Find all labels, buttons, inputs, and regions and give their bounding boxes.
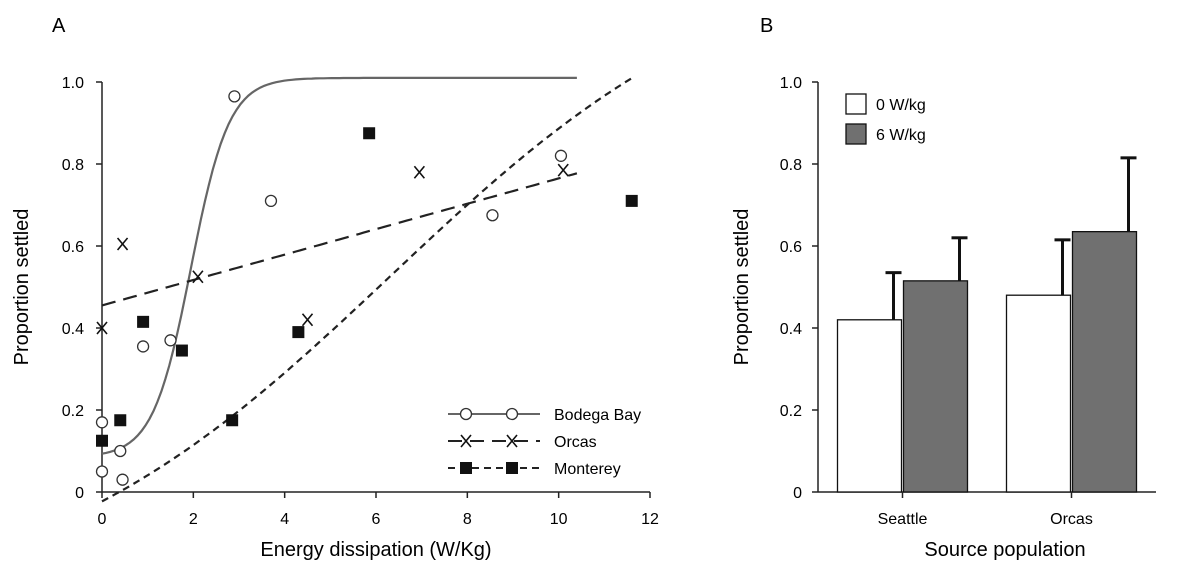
y-tick-label: 0.2 bbox=[62, 403, 84, 420]
fit-line-bodega-bay bbox=[101, 76, 577, 455]
data-point-orcas bbox=[192, 270, 204, 284]
legend-marker-stroke bbox=[506, 434, 518, 448]
legend-marker bbox=[460, 462, 472, 474]
data-point-bodega-bay bbox=[164, 334, 177, 347]
legend-label: Monterey bbox=[554, 461, 621, 478]
legend-swatch bbox=[845, 93, 867, 115]
panel-b-legend: 0 W/kg 6 W/kg bbox=[845, 93, 926, 145]
data-point-monterey bbox=[292, 326, 305, 339]
data-point-bodega-bay bbox=[95, 465, 109, 478]
data-point-orcas bbox=[96, 321, 108, 335]
x-tick-label: 0 bbox=[98, 511, 107, 528]
legend-marker bbox=[506, 462, 518, 474]
data-point-bodega-bay bbox=[116, 473, 129, 486]
data-point-bodega-bay bbox=[136, 340, 150, 353]
y-tick-label: 0.8 bbox=[780, 157, 802, 174]
fit-line-orcas bbox=[101, 172, 578, 307]
panel-b-x-axis-label: Source population bbox=[924, 539, 1085, 561]
legend-marker bbox=[506, 434, 518, 448]
data-point-bodega-bay bbox=[554, 149, 568, 162]
data-point-orcas-stroke bbox=[192, 270, 204, 284]
data-point-monterey bbox=[226, 414, 239, 427]
data-point-bodega-bay bbox=[486, 209, 499, 222]
x-tick-label: 6 bbox=[372, 511, 381, 528]
legend-marker-stroke bbox=[460, 434, 472, 448]
bar bbox=[836, 319, 903, 493]
y-tick-label: 0.6 bbox=[780, 239, 802, 256]
data-point-monterey bbox=[175, 344, 188, 357]
y-tick-label: 0 bbox=[793, 485, 802, 502]
y-tick-label: 1.0 bbox=[780, 75, 802, 92]
x-tick-label: 10 bbox=[550, 511, 568, 528]
legend-label: Orcas bbox=[554, 434, 597, 451]
y-tick-label: 0.6 bbox=[62, 239, 84, 256]
legend-label: 6 W/kg bbox=[876, 127, 926, 144]
legend-marker bbox=[460, 434, 472, 448]
data-point-orcas-stroke bbox=[96, 321, 108, 335]
data-point-monterey bbox=[114, 414, 127, 427]
x-tick-label: Seattle bbox=[878, 511, 928, 528]
panel-a: A 0 2 4 6 8 10 12 0 0.2 0.4 0.6 0.8 1.0 Energy dissi… bbox=[11, 15, 659, 561]
x-tick-label: 8 bbox=[463, 511, 472, 528]
data-point-bodega-bay bbox=[228, 90, 241, 103]
y-tick-label: 0.8 bbox=[62, 157, 84, 174]
panel-b: B 0 0.2 0.4 0.6 0.8 1.0 Seattle Orcas Source p… bbox=[731, 15, 1156, 561]
data-point-orcas bbox=[413, 165, 425, 179]
panel-a-legend: Bodega Bay Orcas Monterey bbox=[448, 407, 641, 478]
bar bbox=[1005, 294, 1072, 493]
legend-label: Bodega Bay bbox=[554, 407, 641, 424]
y-tick-label: 0.4 bbox=[780, 321, 802, 338]
panel-b-y-axis-label: Proportion settled bbox=[731, 209, 753, 366]
legend-marker bbox=[459, 407, 473, 421]
panel-b-label: B bbox=[760, 15, 773, 37]
data-point-bodega-bay bbox=[114, 444, 127, 458]
data-point-bodega-bay bbox=[264, 194, 278, 208]
bar bbox=[902, 280, 969, 493]
panel-a-x-axis-label: Energy dissipation (W/Kg) bbox=[260, 539, 491, 561]
x-tick-label: 12 bbox=[641, 511, 659, 528]
data-point-orcas bbox=[116, 237, 129, 251]
fit-line-monterey bbox=[101, 77, 633, 503]
data-point-monterey bbox=[137, 315, 150, 328]
data-point-monterey bbox=[363, 127, 376, 140]
legend-swatch bbox=[845, 123, 867, 145]
data-point-orcas bbox=[301, 313, 314, 327]
panel-a-label: A bbox=[52, 15, 66, 37]
data-point-orcas-stroke bbox=[557, 163, 569, 177]
x-tick-label: 4 bbox=[280, 511, 289, 528]
x-tick-label: Orcas bbox=[1050, 511, 1093, 528]
y-tick-label: 0.2 bbox=[780, 403, 802, 420]
data-point-orcas-stroke bbox=[413, 165, 425, 179]
data-point-orcas bbox=[557, 163, 569, 177]
y-tick-label: 0.4 bbox=[62, 321, 84, 338]
panel-a-y-axis-label: Proportion settled bbox=[11, 209, 33, 366]
x-tick-label: 2 bbox=[189, 511, 198, 528]
data-point-monterey bbox=[625, 194, 638, 207]
data-point-orcas-stroke bbox=[301, 313, 314, 327]
data-point-monterey bbox=[96, 434, 108, 447]
bar bbox=[1071, 230, 1138, 493]
y-tick-label: 0 bbox=[75, 485, 84, 502]
legend-label: 0 W/kg bbox=[876, 97, 926, 114]
data-point-bodega-bay bbox=[95, 416, 109, 429]
legend-marker bbox=[505, 407, 519, 421]
data-point-orcas-stroke bbox=[116, 237, 129, 251]
y-tick-label: 1.0 bbox=[62, 75, 84, 92]
